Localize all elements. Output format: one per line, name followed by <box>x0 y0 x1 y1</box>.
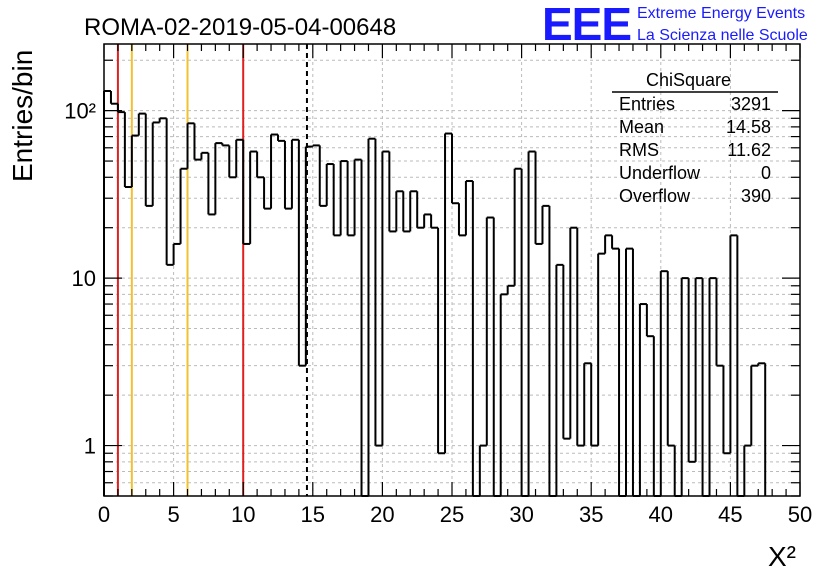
x-tick-label: 45 <box>718 502 742 527</box>
stats-label-entries: Entries <box>619 94 675 114</box>
stats-title: ChiSquare <box>646 70 731 90</box>
stats-label-mean: Mean <box>619 117 664 137</box>
histogram-bins <box>103 90 767 497</box>
eee-logo: EEE Extreme Energy Events La Scienza nel… <box>542 0 808 50</box>
stats-label-overflow: Overflow <box>619 186 691 206</box>
eee-logo-line1: Extreme Energy Events <box>637 5 805 22</box>
x-tick-label: 50 <box>788 502 812 527</box>
x-tick-label: 35 <box>579 502 603 527</box>
stats-label-underflow: Underflow <box>619 163 701 183</box>
x-tick-label: 0 <box>98 502 110 527</box>
stats-value-underflow: 0 <box>761 163 771 183</box>
y-tick-label: 10 <box>72 266 96 291</box>
y-tick-label: 1 <box>84 434 96 459</box>
stats-value-entries: 3291 <box>731 94 771 114</box>
x-tick-label: 30 <box>509 502 533 527</box>
x-tick-label: 10 <box>231 502 255 527</box>
stats-label-rms: RMS <box>619 140 659 160</box>
x-tick-label: 15 <box>301 502 325 527</box>
stats-value-mean: 14.58 <box>726 117 771 137</box>
stats-box: ChiSquare Entries 3291 Mean 14.58 RMS 11… <box>612 70 778 206</box>
stats-value-rms: 11.62 <box>727 140 771 160</box>
plot-title: ROMA-02-2019-05-04-00648 <box>84 14 396 41</box>
y-axis-label: Entries/bin <box>7 50 38 182</box>
eee-logo-text: EEE <box>542 0 631 50</box>
x-axis-label: X² <box>768 541 796 572</box>
axis-ticks: 0 5 10 15 20 25 30 35 40 45 50 1 10 10² <box>64 44 812 527</box>
x-tick-label: 25 <box>440 502 464 527</box>
stats-value-overflow: 390 <box>741 186 771 206</box>
x-tick-label: 5 <box>167 502 179 527</box>
y-tick-label: 10² <box>64 99 96 124</box>
x-tick-label: 40 <box>649 502 673 527</box>
eee-logo-line2: La Scienza nelle Scuole <box>637 27 808 44</box>
x-tick-label: 20 <box>370 502 394 527</box>
reference-lines <box>116 44 308 496</box>
